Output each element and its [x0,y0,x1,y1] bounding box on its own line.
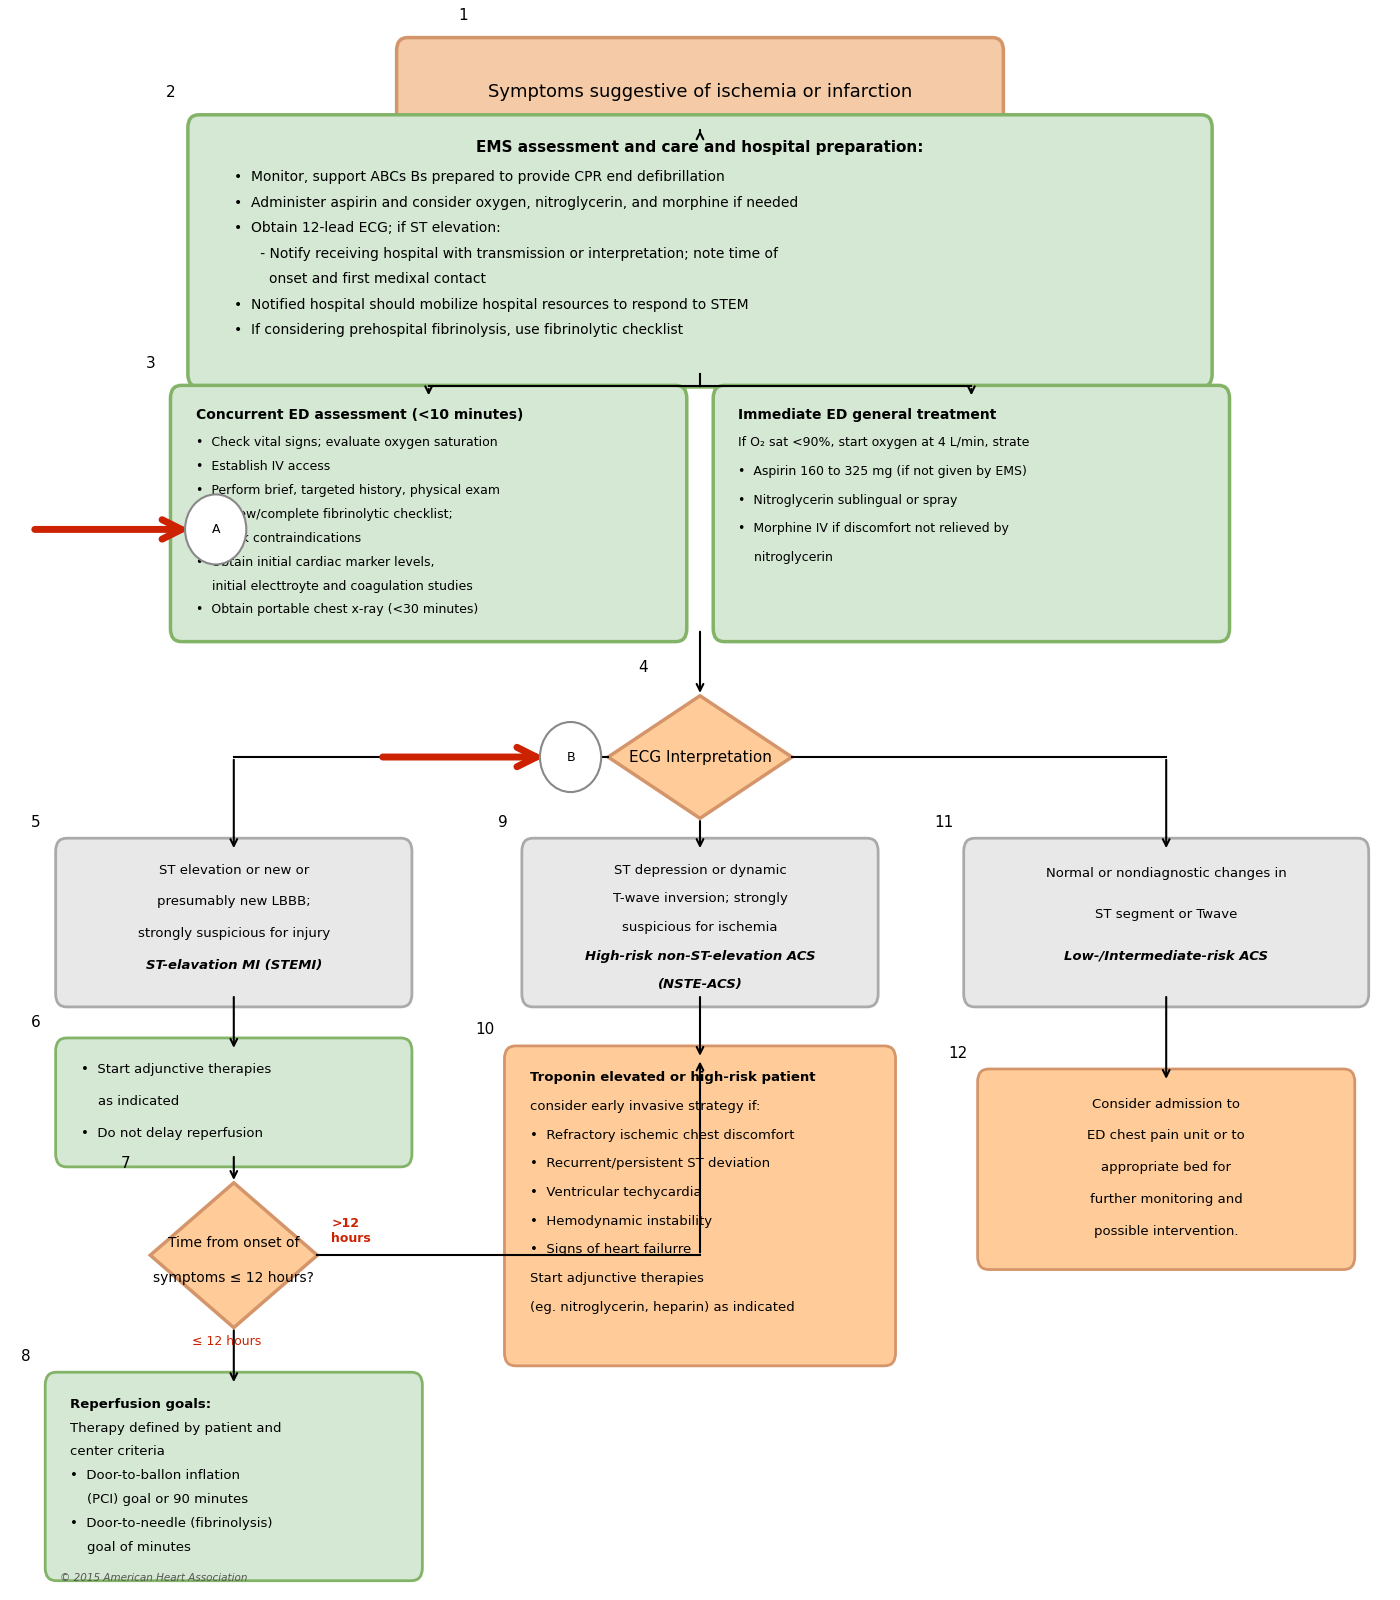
Text: 6: 6 [31,1014,41,1029]
Text: •  Obtain 12-lead ECG; if ST elevation:: • Obtain 12-lead ECG; if ST elevation: [234,221,501,235]
Text: 8: 8 [21,1349,31,1363]
Text: Normal or nondiagnostic changes in: Normal or nondiagnostic changes in [1046,867,1287,880]
Text: appropriate bed for: appropriate bed for [1102,1162,1231,1174]
Text: EMS assessment and care and hospital preparation:: EMS assessment and care and hospital pre… [476,141,924,155]
FancyBboxPatch shape [171,386,687,642]
Text: ST segment or Twave: ST segment or Twave [1095,909,1238,922]
Text: •  Door-to-needle (fibrinolysis): • Door-to-needle (fibrinolysis) [70,1517,273,1530]
Text: 2: 2 [167,85,176,101]
Text: further monitoring and: further monitoring and [1089,1194,1243,1206]
Text: center criteria: center criteria [70,1445,165,1459]
FancyBboxPatch shape [56,1038,412,1166]
Text: Troponin elevated or high-risk patient: Troponin elevated or high-risk patient [529,1072,815,1085]
Text: ST elevation or new or: ST elevation or new or [158,864,309,877]
Text: 7: 7 [120,1157,130,1171]
Text: ST-elavation MI (STEMI): ST-elavation MI (STEMI) [146,958,322,973]
Text: initial electtroyte and coagulation studies: initial electtroyte and coagulation stud… [196,579,472,592]
FancyBboxPatch shape [188,115,1212,387]
Text: •  Obtain initial cardiac marker levels,: • Obtain initial cardiac marker levels, [196,555,434,568]
Polygon shape [608,696,792,818]
Text: •  Door-to-ballon inflation: • Door-to-ballon inflation [70,1469,241,1482]
Text: 12: 12 [949,1045,967,1061]
FancyBboxPatch shape [522,838,878,1006]
Text: •  Perform brief, targeted history, physical exam: • Perform brief, targeted history, physi… [196,485,500,498]
Polygon shape [150,1182,318,1328]
Text: ≤ 12 hours: ≤ 12 hours [192,1336,262,1349]
Text: A: A [211,523,220,536]
Text: consider early invasive strategy if:: consider early invasive strategy if: [529,1101,760,1114]
Text: check contraindications: check contraindications [196,531,361,546]
Text: •  Notified hospital should mobilize hospital resources to respond to STEM: • Notified hospital should mobilize hosp… [234,298,749,312]
Text: 11: 11 [935,814,953,830]
Text: Reperfusion goals:: Reperfusion goals: [70,1398,211,1411]
Text: ECG Interpretation: ECG Interpretation [629,749,771,765]
Text: •  If considering prehospital fibrinolysis, use fibrinolytic checklist: • If considering prehospital fibrinolysi… [234,323,683,338]
Text: 5: 5 [31,814,41,830]
Text: goal of minutes: goal of minutes [70,1541,192,1554]
Text: >12
hours: >12 hours [332,1218,371,1245]
Text: •  Aspirin 160 to 325 mg (if not given by EMS): • Aspirin 160 to 325 mg (if not given by… [738,466,1028,478]
Text: •  Hemodynamic instability: • Hemodynamic instability [529,1214,711,1227]
FancyBboxPatch shape [977,1069,1355,1269]
Text: •  Check vital signs; evaluate oxygen saturation: • Check vital signs; evaluate oxygen sat… [196,437,497,450]
FancyBboxPatch shape [963,838,1369,1006]
Text: possible intervention.: possible intervention. [1093,1226,1239,1238]
Text: onset and first medixal contact: onset and first medixal contact [234,272,486,286]
Text: •  Refractory ischemic chest discomfort: • Refractory ischemic chest discomfort [529,1128,794,1142]
Text: Consider admission to: Consider admission to [1092,1098,1240,1110]
FancyBboxPatch shape [713,386,1229,642]
Text: •  Do not delay reperfusion: • Do not delay reperfusion [81,1126,263,1141]
Text: 9: 9 [497,814,507,830]
Circle shape [185,494,246,565]
Text: 10: 10 [476,1022,494,1037]
FancyBboxPatch shape [45,1373,423,1581]
Text: •  Obtain portable chest x-ray (<30 minutes): • Obtain portable chest x-ray (<30 minut… [196,603,477,616]
FancyBboxPatch shape [56,838,412,1006]
Text: If O₂ sat <90%, start oxygen at 4 L/min, strate: If O₂ sat <90%, start oxygen at 4 L/min,… [738,437,1029,450]
Text: nitroglycerin: nitroglycerin [738,550,833,563]
Text: •  Administer aspirin and consider oxygen, nitroglycerin, and morphine if needed: • Administer aspirin and consider oxygen… [234,195,798,210]
Text: ST depression or dynamic: ST depression or dynamic [613,864,787,877]
Text: (eg. nitroglycerin, heparin) as indicated: (eg. nitroglycerin, heparin) as indicate… [529,1301,794,1314]
Text: •  Nitroglycerin sublingual or spray: • Nitroglycerin sublingual or spray [738,494,958,507]
Text: Therapy defined by patient and: Therapy defined by patient and [70,1421,281,1435]
Text: (NSTE-ACS): (NSTE-ACS) [658,978,742,992]
Text: •  Start adjunctive therapies: • Start adjunctive therapies [81,1064,272,1077]
Text: •  Morphine IV if discomfort not relieved by: • Morphine IV if discomfort not relieved… [738,522,1009,536]
FancyBboxPatch shape [504,1046,896,1366]
Text: •  Recurrent/persistent ST deviation: • Recurrent/persistent ST deviation [529,1157,770,1170]
Text: (PCI) goal or 90 minutes: (PCI) goal or 90 minutes [70,1493,248,1506]
Text: ED chest pain unit or to: ED chest pain unit or to [1088,1130,1245,1142]
Circle shape [540,722,601,792]
Text: •  Signs of heart failurre: • Signs of heart failurre [529,1243,690,1256]
Text: presumably new LBBB;: presumably new LBBB; [157,896,311,909]
Text: 3: 3 [146,355,155,371]
Text: symptoms ≤ 12 hours?: symptoms ≤ 12 hours? [154,1270,314,1285]
Text: T-wave inversion; strongly: T-wave inversion; strongly [613,893,787,906]
Text: High-risk non-ST-elevation ACS: High-risk non-ST-elevation ACS [585,950,815,963]
Text: 4: 4 [638,659,648,675]
Text: strongly suspicious for injury: strongly suspicious for injury [137,928,330,941]
FancyBboxPatch shape [396,37,1004,146]
Text: Symptoms suggestive of ischemia or infarction: Symptoms suggestive of ischemia or infar… [487,83,913,101]
Text: - Notify receiving hospital with transmission or interpretation; note time of: - Notify receiving hospital with transmi… [234,246,778,261]
Text: as indicated: as indicated [81,1096,179,1109]
Text: Time from onset of: Time from onset of [168,1237,300,1250]
Text: •  Establish IV access: • Establish IV access [196,461,330,474]
Text: Concurrent ED assessment (<10 minutes): Concurrent ED assessment (<10 minutes) [196,408,522,422]
Text: suspicious for ischemia: suspicious for ischemia [622,922,778,934]
Text: Low-/Intermediate-risk ACS: Low-/Intermediate-risk ACS [1064,950,1268,963]
Text: 1: 1 [459,8,468,22]
Text: •  Monitor, support ABCs Bs prepared to provide CPR end defibrillation: • Monitor, support ABCs Bs prepared to p… [234,171,725,184]
Text: Start adjunctive therapies: Start adjunctive therapies [529,1272,703,1285]
Text: •  Review/complete fibrinolytic checklist;: • Review/complete fibrinolytic checklist… [196,507,452,522]
Text: Immediate ED general treatment: Immediate ED general treatment [738,408,997,422]
Text: © 2015 American Heart Association: © 2015 American Heart Association [60,1573,248,1582]
Text: •  Ventricular techycardia: • Ventricular techycardia [529,1186,701,1198]
Text: B: B [566,750,575,763]
